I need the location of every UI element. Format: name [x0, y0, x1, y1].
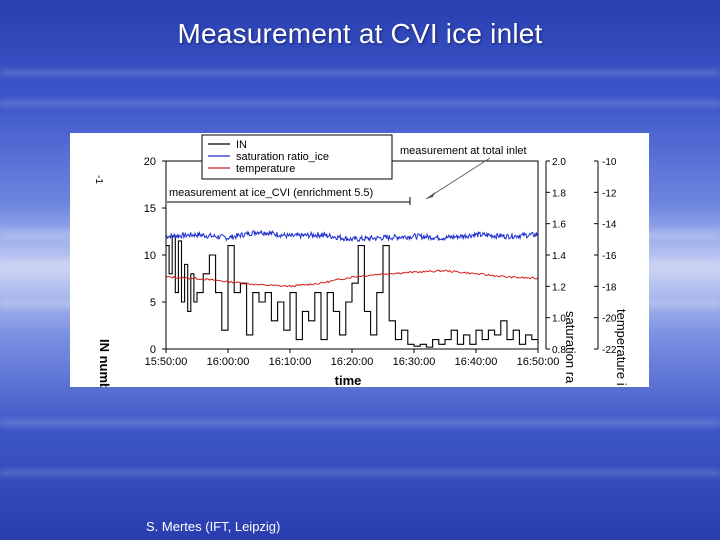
annotation-total-inlet: measurement at total inlet [400, 145, 527, 157]
legend-entry: temperature [236, 163, 295, 175]
y-left-axis-label: IN numb [97, 339, 112, 387]
y-right1-tick-label: 1.4 [552, 251, 566, 262]
x-tick-label: 16:30:00 [393, 356, 436, 368]
legend-box [201, 134, 393, 180]
y-right1-axis-label: saturation ra [563, 311, 578, 384]
x-tick-label: 16:40:00 [455, 356, 498, 368]
y-left-tick-label: 20 [144, 156, 156, 168]
y-right2-tick-label: -20 [602, 314, 617, 325]
y-right1-tick-label: 1.8 [552, 188, 566, 199]
y-left-tick-label: 15 [144, 203, 156, 215]
series-saturation-ratio-ice-line [165, 229, 539, 243]
x-axis-label: time [335, 373, 362, 387]
annotation-total-inlet-arrow [425, 157, 491, 200]
series-IN-line [166, 235, 539, 348]
annotation-ice-cvi: measurement at ice_CVI (enrichment 5.5) [169, 187, 373, 199]
series-temperature-line [165, 269, 539, 288]
y-right1-tick-label: 2.0 [552, 157, 566, 168]
y-right2-tick-label: -14 [602, 220, 617, 231]
footer-credit: S. Mertes (IFT, Leipzig) [146, 519, 281, 534]
y-right2-tick-label: -12 [602, 188, 617, 199]
line-chart: 0 5 10 15 20 0.8 1.0 1.2 1.4 1.6 1.8 2.0 -22 -20 -18 -1… [93, 134, 629, 391]
y-right1-tick-label: 1.0 [552, 314, 566, 325]
legend-entry: saturation ratio_ice [236, 151, 329, 163]
x-tick-label: 16:00:00 [207, 356, 250, 368]
chart-frame: 0 5 10 15 20 0.8 1.0 1.2 1.4 1.6 1.8 2.0 -22 -20 -18 -1… [70, 133, 649, 391]
y-left-tick-label: 0 [150, 344, 156, 356]
x-tick-label: 15:50:00 [145, 356, 188, 368]
x-tick-label: 16:20:00 [331, 356, 374, 368]
y-right1-tick-label: 1.2 [552, 282, 566, 293]
y-right2-tick-label: -16 [602, 251, 617, 262]
y-right1-tick-label: 0.8 [552, 345, 566, 356]
y-right2-tick-label: -18 [602, 282, 617, 293]
y-right2-tick-label: -10 [602, 157, 617, 168]
y-left-tick-label: 10 [144, 250, 156, 262]
y-left-tick-label: 5 [150, 297, 156, 309]
y-right1-tick-label: 1.6 [552, 220, 566, 231]
x-tick-label: 16:50:00 [517, 356, 560, 368]
annotation-total-inlet-arrowhead [426, 192, 435, 199]
legend-entry: IN [236, 139, 247, 151]
slide-title: Measurement at CVI ice inlet [177, 18, 543, 49]
y-left-axis-exponent: -1 [93, 175, 104, 184]
x-tick-label: 16:10:00 [269, 356, 312, 368]
y-right2-axis-label: temperature i [614, 309, 629, 386]
y-right2-tick-label: -22 [602, 345, 617, 356]
